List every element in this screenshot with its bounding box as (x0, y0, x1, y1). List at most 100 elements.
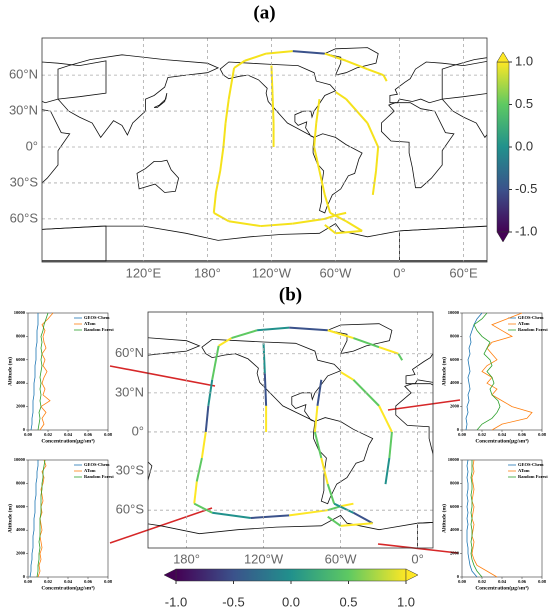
legend-label: ATom (518, 468, 530, 473)
y-tick-label: 0 (23, 574, 26, 579)
legend-label: ATom (84, 321, 96, 326)
y-tick-label: 8000 (450, 480, 460, 485)
coastline (153, 92, 168, 108)
y-tick-label: 10000 (14, 310, 26, 315)
y-tick-label: 10000 (448, 457, 460, 462)
colorbar-label: 0.0 (515, 138, 533, 153)
y-tick-label: 60°S (10, 210, 39, 225)
x-tick-label: 0.04 (498, 579, 507, 584)
y-tick-label: 6000 (450, 357, 460, 362)
y-tick-label: 6000 (16, 357, 26, 362)
flight-track (231, 329, 258, 340)
connectors (109, 365, 461, 554)
flight-track (327, 505, 341, 512)
flight-track (257, 326, 290, 332)
x-tick-label: 0.04 (64, 432, 73, 437)
flight-track (228, 220, 261, 228)
flight-track (271, 93, 275, 124)
y-tick-label: 2000 (450, 551, 460, 556)
legend-label: Random Forest (84, 327, 114, 332)
profile-line (29, 460, 39, 578)
colorbar-label: -1.0 (165, 594, 187, 609)
x-tick-label: 120°W (244, 551, 284, 566)
y-tick-label: 2000 (16, 551, 26, 556)
colorbar-extend (163, 568, 177, 582)
plot-frame (27, 459, 109, 578)
flight-track (193, 481, 198, 504)
x-tick-label: 0.06 (84, 432, 93, 437)
legend-label: Random Forest (84, 474, 114, 479)
flight-track (204, 405, 210, 433)
profile-line (481, 312, 533, 431)
y-tick-label: 4000 (450, 380, 460, 385)
flight-track (292, 50, 325, 55)
y-tick-label: 6000 (450, 504, 460, 509)
colorbar-label: -0.5 (515, 181, 537, 196)
coastline (395, 383, 433, 457)
x-tick-label: 0.04 (498, 432, 507, 437)
x-tick-label: 0° (411, 551, 423, 566)
flight-track (266, 50, 293, 55)
map-area (42, 47, 487, 262)
flight-track (352, 511, 374, 525)
coastline (42, 60, 107, 104)
flight-track (193, 502, 213, 514)
y-axis-label: Altitude (m) (440, 357, 447, 386)
colorbar-label: -1.0 (515, 223, 537, 238)
flight-track (213, 212, 230, 223)
flight-track (324, 214, 336, 220)
panel-label: (b) (279, 284, 302, 305)
y-tick-label: 60°N (115, 345, 144, 360)
y-tick-label: 10000 (448, 310, 460, 315)
x-tick-label: 60°E (449, 265, 478, 280)
map-frame (147, 311, 434, 549)
flight-track (375, 146, 380, 172)
y-tick-label: 4000 (450, 527, 460, 532)
legend-label: ATom (518, 321, 530, 326)
y-tick-label: 0° (26, 138, 38, 153)
coastline (136, 159, 180, 193)
y-tick-label: 30°N (9, 103, 38, 118)
x-tick-label: 0.02 (478, 579, 487, 584)
x-tick-label: 0.02 (44, 579, 53, 584)
x-tick-label: 0.02 (44, 432, 53, 437)
y-tick-label: 2000 (450, 404, 460, 409)
flight-track (244, 52, 267, 62)
flight-track (214, 170, 222, 193)
x-tick-label: 0.00 (24, 579, 33, 584)
profile-line (36, 459, 46, 578)
colorbar-label: -0.5 (222, 594, 244, 609)
x-axis-label: Concentration(μg/sm³) (41, 584, 95, 591)
legend-label: Random Forest (518, 327, 548, 332)
coastline (57, 54, 220, 139)
legend-label: ATom (84, 468, 96, 473)
x-tick-label: 180° (173, 551, 200, 566)
flight-track (212, 192, 217, 213)
x-tick-label: 0.06 (518, 432, 527, 437)
connector-line (387, 399, 461, 411)
map-frame (41, 37, 488, 263)
flight-track (345, 59, 368, 71)
y-axis-label: Altitude (m) (6, 357, 13, 386)
flight-track (340, 371, 354, 381)
y-tick-label: 8000 (16, 333, 26, 338)
y-tick-label: 4000 (16, 380, 26, 385)
y-tick-label: 0 (457, 427, 460, 432)
flight-track (212, 511, 251, 520)
connector-line (377, 543, 459, 554)
plot-frame (461, 459, 543, 578)
flight-track (313, 146, 321, 172)
flight-track (326, 483, 336, 504)
x-tick-label: 120°E (126, 265, 162, 280)
coastline (0, 384, 21, 477)
flight-track (292, 217, 325, 225)
flight-track (260, 222, 293, 228)
coastline (201, 338, 342, 422)
flight-track (382, 74, 388, 82)
flight-track (397, 353, 404, 361)
coastline (441, 57, 487, 139)
x-tick-label: 0.00 (458, 432, 467, 437)
flight-track (353, 337, 380, 349)
x-tick-label: 0.08 (104, 432, 113, 437)
coastline (405, 352, 433, 385)
